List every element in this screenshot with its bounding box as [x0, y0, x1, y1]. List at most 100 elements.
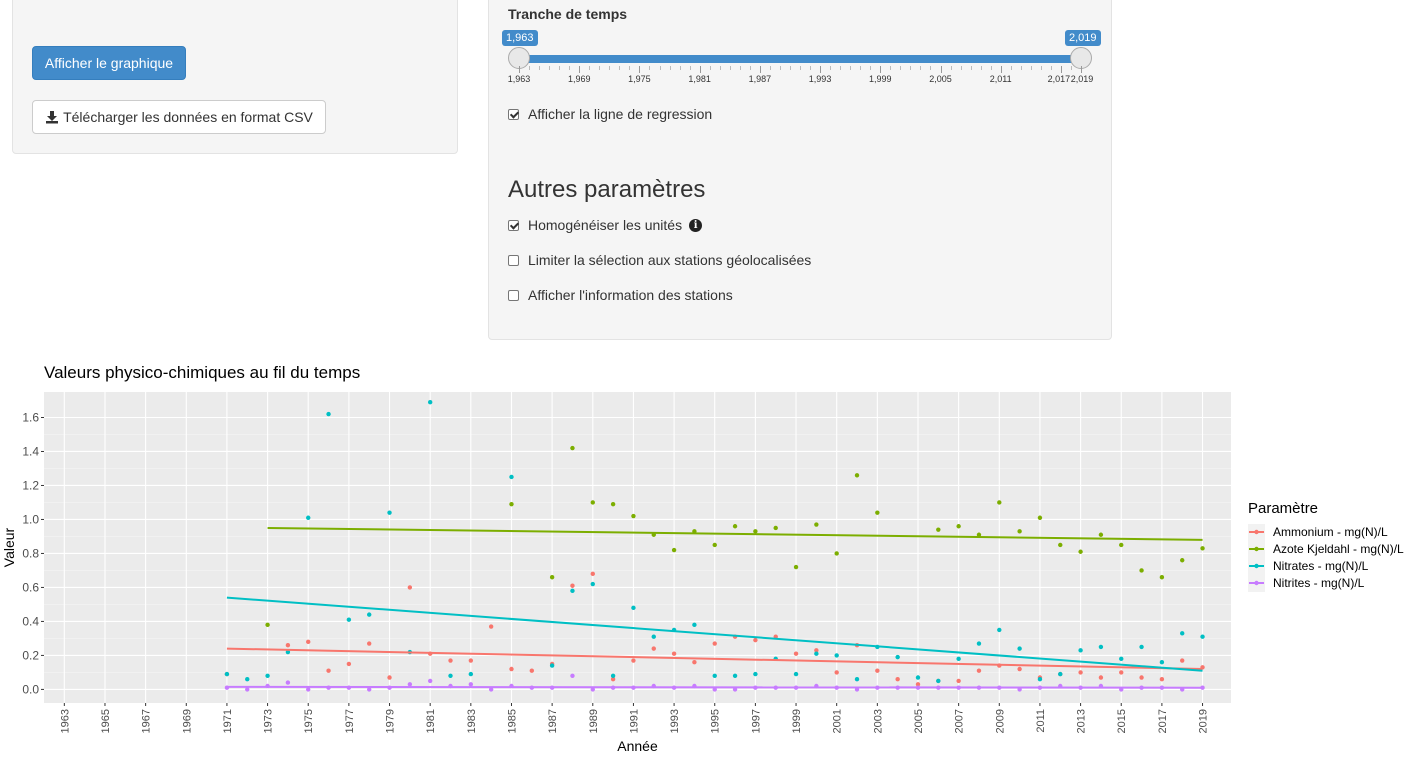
data-point [1180, 658, 1185, 663]
data-point [1058, 671, 1063, 677]
x-tick-label: 1975 [303, 709, 315, 733]
data-point [1200, 634, 1205, 639]
data-point [285, 680, 291, 685]
data-point [590, 687, 595, 692]
data-point [488, 687, 494, 692]
data-point [1017, 666, 1022, 672]
x-tick-label: 1997 [750, 709, 762, 733]
data-point [1139, 675, 1144, 680]
x-tick-label: 1981 [425, 709, 437, 733]
legend-label: Nitrates - mg(N)/L [1273, 559, 1369, 573]
limit-geo-option[interactable]: Limiter la sélection aux stations géoloc… [508, 252, 811, 268]
slider-tick [810, 66, 812, 70]
homogenize-checkbox[interactable] [508, 219, 519, 231]
chart-title: Valeurs physico-chimiques au fil du temp… [44, 363, 360, 382]
slider-tick [769, 66, 771, 70]
slider-tick [639, 66, 641, 73]
show-chart-button[interactable]: Afficher le graphique [32, 46, 186, 80]
slider-tick [1050, 66, 1052, 70]
slider-tick-label: 1,981 [688, 74, 711, 84]
x-tick-label: 1965 [100, 709, 112, 733]
data-point [671, 651, 677, 656]
data-point [1139, 568, 1144, 573]
time-range-slider-track[interactable] [519, 55, 1081, 63]
data-point [427, 399, 433, 405]
data-point [712, 687, 717, 692]
data-point [1159, 575, 1165, 580]
regression-line [226, 647, 1203, 671]
slider-tick [1060, 66, 1062, 73]
data-point [427, 678, 433, 684]
slider-tick [629, 66, 631, 70]
y-tick-label: 0.0 [22, 682, 39, 696]
data-point [895, 654, 900, 660]
homogenize-option[interactable]: Homogénéiser les unités i [508, 217, 703, 233]
x-tick-label: 2009 [994, 709, 1006, 733]
slider-tick-label: 1,975 [628, 74, 651, 84]
data-point [1180, 558, 1185, 563]
slider-tick [990, 66, 992, 70]
data-point [875, 510, 880, 515]
data-point [1098, 532, 1104, 537]
data-point [732, 687, 738, 692]
slider-tick [609, 66, 611, 70]
slider-tick [920, 66, 922, 70]
slider-tick [579, 66, 581, 73]
data-point [549, 575, 555, 580]
slider-tick [689, 66, 691, 70]
x-tick-label: 2003 [872, 709, 884, 733]
data-point [651, 634, 656, 639]
limit-geo-checkbox[interactable] [508, 254, 519, 266]
slider-tick [669, 66, 671, 70]
data-point [793, 564, 799, 570]
regression-line [267, 526, 1203, 541]
data-point [793, 671, 799, 677]
info-circle-icon[interactable]: i [689, 218, 703, 232]
regression-label: Afficher la ligne de regression [528, 106, 713, 122]
data-point [814, 522, 819, 527]
slider-tick [1040, 66, 1042, 70]
slider-tick-label: 1,969 [567, 74, 591, 84]
slider-tick [980, 66, 982, 70]
station-info-checkbox[interactable] [508, 289, 519, 301]
data-point [387, 510, 392, 515]
x-tick-label: 1977 [344, 709, 356, 733]
slider-tick [559, 66, 561, 70]
data-point [509, 501, 514, 507]
slider-tick-label: 1,963 [507, 74, 531, 84]
slider-tick [719, 66, 721, 70]
slider-tick [759, 66, 761, 73]
data-point [346, 661, 352, 667]
data-point [224, 671, 230, 677]
slider-tick [930, 66, 932, 70]
homogenize-label: Homogénéiser les unités [528, 217, 683, 233]
slider-tick [950, 66, 952, 70]
slider-tick [1010, 66, 1012, 70]
x-tick-label: 1999 [791, 709, 803, 733]
slider-tick-label: 2,005 [929, 74, 952, 84]
data-point [651, 646, 656, 651]
x-tick-label: 1969 [181, 709, 193, 733]
data-point [407, 682, 413, 687]
y-tick-label: 0.2 [22, 648, 39, 662]
regression-checkbox[interactable] [508, 108, 519, 120]
legend-label: Azote Kjeldahl - mg(N)/L [1273, 542, 1404, 556]
slider-tick [900, 66, 902, 70]
data-point [610, 501, 616, 507]
slider-to-value: 2,019 [1065, 30, 1101, 46]
slider-tick [519, 66, 520, 73]
station-info-option[interactable]: Afficher l'information des stations [508, 287, 733, 303]
data-point [265, 622, 270, 628]
data-point [1119, 670, 1124, 675]
data-point [1017, 646, 1022, 651]
data-point [488, 624, 494, 629]
regression-option[interactable]: Afficher la ligne de regression [508, 106, 712, 122]
download-icon [46, 111, 59, 124]
regression-line [226, 596, 1203, 672]
slider-tick-label: 2,011 [989, 74, 1012, 84]
legend-label: Nitrites - mg(N)/L [1273, 576, 1365, 590]
download-csv-button[interactable]: Télécharger les données en format CSV [32, 100, 326, 134]
legend-point [1254, 546, 1259, 552]
data-point [793, 651, 799, 656]
data-point [407, 585, 413, 590]
